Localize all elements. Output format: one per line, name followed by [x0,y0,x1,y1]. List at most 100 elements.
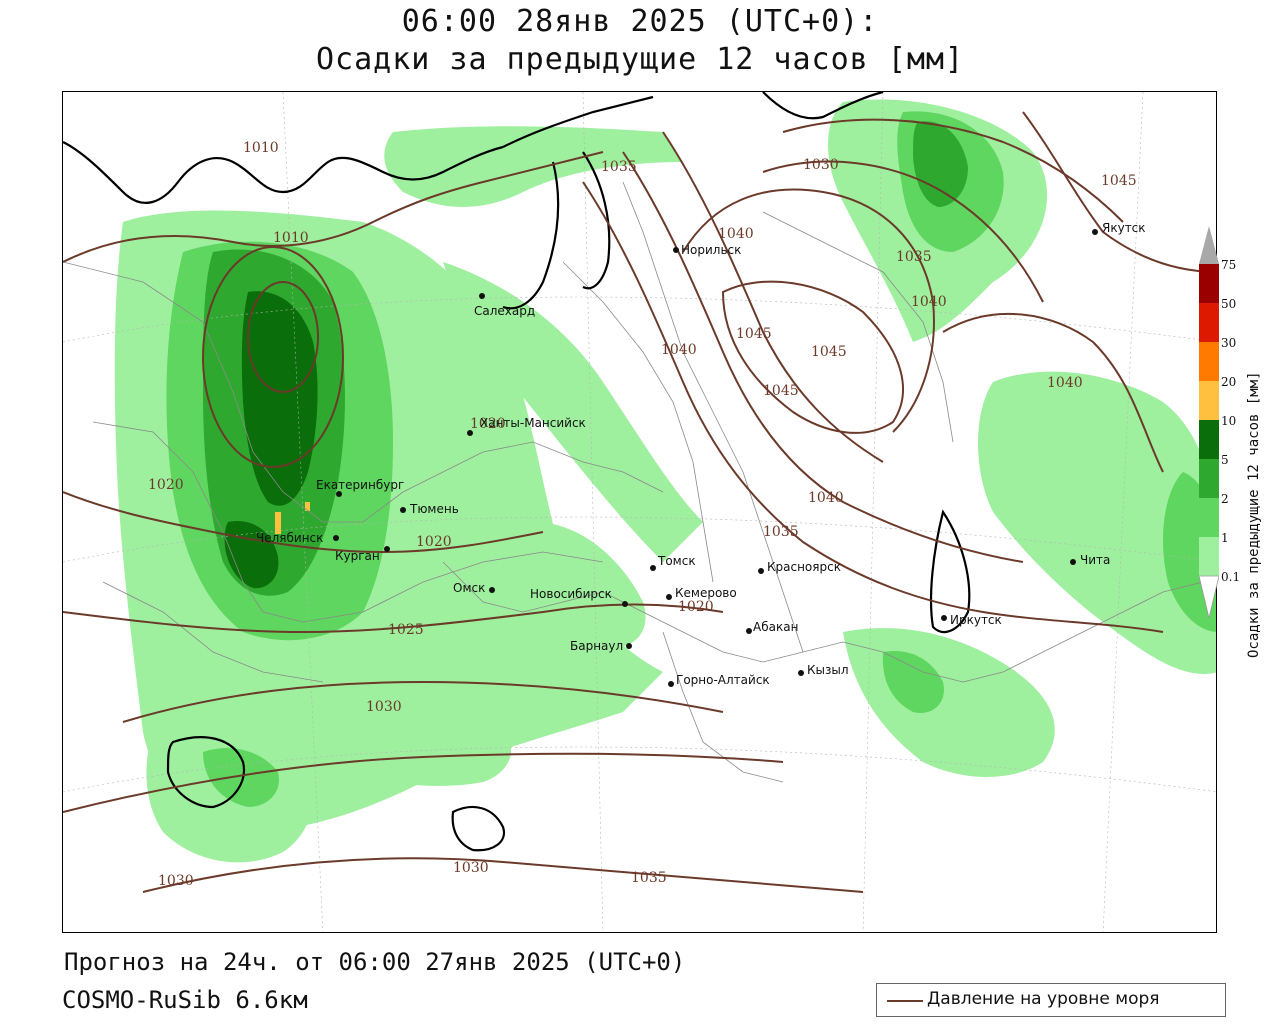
isobar-label: 1040 [661,342,697,358]
colorbar-tick-label: 5 [1221,453,1229,467]
precip-field-5-10 [224,291,318,589]
colorbar-tick-label: 50 [1221,297,1237,311]
colorbar-tick-label: 2 [1221,492,1229,506]
isobar-label: 1030 [453,860,489,876]
city-marker[interactable]: Кемерово [666,586,737,600]
colorbar-band-2-5 [1199,459,1219,498]
isobar-label: 1045 [811,344,847,360]
isobar-label: 1035 [631,870,667,886]
precip-colorbar [1199,226,1219,618]
colorbar-title: Осадки за предыдущие 12 часов [мм] [1246,371,1262,658]
colorbar-tick-label: 30 [1221,336,1237,350]
svg-text:Томск: Томск [657,554,696,568]
city-marker[interactable]: Челябинск [256,531,339,545]
city-marker[interactable]: Салехард [474,293,535,318]
colorbar-tick-label: 10 [1221,414,1237,428]
map-subtitle: Осадки за предыдущие 12 часов [мм] [315,42,965,77]
map-canvas: 1010 1010 1020 1020 1020 1020 1025 1030 … [63,92,1216,932]
svg-text:Иркутск: Иркутск [950,613,1002,627]
svg-text:Тюмень: Тюмень [409,502,459,516]
colorbar-bottom-arrow [1199,575,1219,618]
city-marker[interactable]: Красноярск [758,560,841,574]
city-marker[interactable]: Курган [335,546,390,563]
svg-text:Красноярск: Красноярск [767,560,841,574]
isobar-label: 1035 [896,249,932,265]
svg-text:Чита: Чита [1080,553,1110,567]
svg-text:Челябинск: Челябинск [256,531,323,545]
city-marker[interactable]: Якутск [1092,221,1146,235]
isobar-label: 1030 [366,699,402,715]
svg-text:Курган: Курган [335,549,380,563]
colorbar-top-arrow [1199,226,1219,264]
map-title: 06:00 28янв 2025 (UTC+0): [401,4,879,39]
colorbar-tick-label: 20 [1221,375,1237,389]
colorbar-band-10-20 [1199,381,1219,420]
coastline [63,92,971,852]
colorbar-tick-label: 75 [1221,258,1237,272]
region-borders [63,181,1204,783]
colorbar-tick-label: 1 [1221,531,1229,545]
city-marker[interactable]: Екатеринбург [316,478,404,497]
city-marker[interactable]: Абакан [746,620,798,634]
pressure-legend-label: Давление на уровне моря [927,989,1160,1009]
precip-field-10-20 [275,502,310,534]
city-marker[interactable]: Тюмень [400,502,459,516]
city-marker[interactable]: Иркутск [941,613,1002,627]
svg-text:Кемерово: Кемерово [675,586,737,600]
svg-text:Якутск: Якутск [1102,221,1146,235]
graticule [63,92,1216,932]
city-marker[interactable]: Горно-Алтайск [668,673,770,687]
isobar-label: 1040 [718,226,754,242]
isobar-label: 1020 [148,477,184,493]
isobar-label: 1030 [803,157,839,173]
isobar-label: 1025 [388,622,424,638]
svg-text:Абакан: Абакан [753,620,798,634]
isobar-label: 1040 [911,294,947,310]
city-marker[interactable]: Омск [453,581,495,595]
colorbar-band-5-10 [1199,420,1219,459]
isobar-label: 1045 [763,383,799,399]
isobar-label: 1030 [158,873,194,889]
isobar-label: 1020 [416,534,452,550]
city-marker[interactable]: Ханты-Мансийск [467,416,586,436]
pressure-legend: Давление на уровне моря [876,983,1226,1017]
map-area[interactable]: 1010 1010 1020 1020 1020 1020 1025 1030 … [62,91,1217,933]
svg-text:Ханты-Мансийск: Ханты-Мансийск [480,416,586,430]
svg-text:Омск: Омск [453,581,485,595]
city-marker[interactable]: Норильск [673,243,741,257]
isobar-label: 1010 [273,230,309,246]
model-name: COSMO-RuSib 6.6км [62,986,308,1014]
svg-text:Кызыл: Кызыл [807,663,849,677]
isobar-label: 1020 [678,599,714,615]
city-marker[interactable]: Чита [1070,553,1110,567]
colorbar-band-20-30 [1199,342,1219,381]
svg-text:Барнаул: Барнаул [570,639,623,653]
isobar-label: 1035 [601,159,637,175]
isobars [63,111,1216,893]
svg-text:Екатеринбург: Екатеринбург [316,478,404,492]
svg-text:Горно-Алтайск: Горно-Алтайск [676,673,770,687]
city-marker[interactable]: Томск [650,554,696,571]
isobar-labels: 1010 1010 1020 1020 1020 1020 1025 1030 … [148,140,1137,889]
colorbar-tick-label: 0.1 [1221,570,1241,584]
isobar-label: 1040 [1047,375,1083,391]
city-marker[interactable]: Барнаул [570,639,632,653]
pressure-legend-swatch [887,1000,923,1002]
isobar-label: 1045 [736,326,772,342]
cities: Норильск Якутск Салехард Ханты-Мансийск … [256,221,1146,687]
city-marker[interactable]: Новосибирск [530,587,628,607]
colorbar-band-50-75 [1199,264,1219,303]
city-marker[interactable]: Кызыл [798,663,849,677]
colorbar-band-0.1-1 [1199,537,1219,576]
isobar-label: 1035 [763,524,799,540]
colorbar-band-30-50 [1199,303,1219,342]
isobar-label: 1040 [808,490,844,506]
svg-text:Салехард: Салехард [474,304,535,318]
isobar-label: 1010 [243,140,279,156]
isobar-label: 1045 [1101,173,1137,189]
isobar-label: 1020 [470,416,506,432]
svg-text:Норильск: Норильск [681,243,741,257]
colorbar-band-1-2 [1199,498,1219,537]
forecast-info: Прогноз на 24ч. от 06:00 27янв 2025 (UTC… [64,948,686,976]
svg-text:Новосибирск: Новосибирск [530,587,612,601]
